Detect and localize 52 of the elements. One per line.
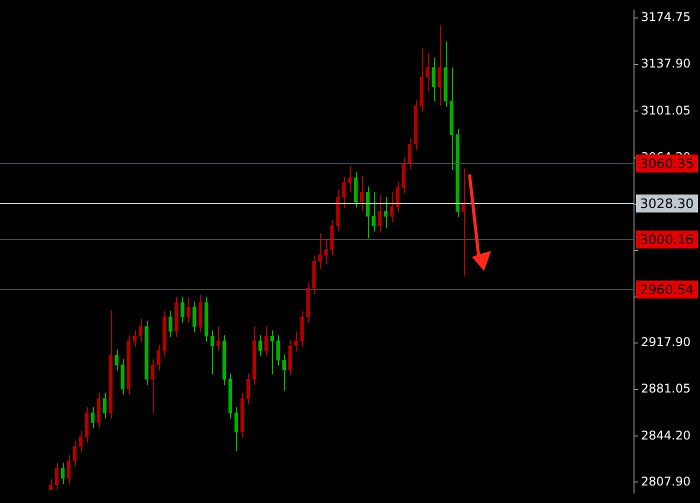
candlestick: [426, 52, 430, 92]
candlestick: [78, 430, 83, 453]
candlestick: [342, 176, 346, 210]
candlestick: [186, 297, 190, 324]
candlestick: [210, 330, 214, 375]
y-tick-label: 3174.75: [641, 10, 691, 24]
candlestick: [264, 326, 268, 357]
ref-line-label: 3028.30: [640, 196, 694, 212]
candlestick: [54, 462, 59, 490]
candlestick: [258, 334, 262, 357]
candlestick: [276, 334, 280, 366]
candlestick: [432, 57, 436, 102]
candlestick: [324, 240, 328, 265]
y-tick-label: 2881.05: [641, 382, 691, 396]
candlestick: [150, 358, 154, 414]
y-tick-label: 2917.90: [641, 335, 691, 350]
candlestick: [348, 166, 352, 193]
ref-line-label: 2960.54: [640, 282, 694, 298]
ref-line-label: 3000.16: [640, 232, 694, 248]
candlestick: [408, 138, 412, 170]
candlestick: [114, 349, 118, 372]
candlestick: [246, 373, 250, 405]
candlestick: [90, 406, 95, 429]
candlestick: [378, 194, 382, 234]
y-tick-label: 3101.05: [641, 103, 691, 118]
candlestick: [360, 175, 364, 212]
candlestick: [72, 440, 77, 468]
candlestick: [384, 196, 388, 228]
candlestick: [294, 330, 298, 352]
candlestick: [396, 181, 400, 213]
candlestick: [180, 296, 184, 324]
candlestick: [438, 24, 442, 106]
candlestick: [138, 318, 142, 342]
candlestick: [66, 454, 71, 484]
y-tick-label: 3137.90: [641, 56, 691, 71]
y-tick-label: 2807.90: [641, 474, 691, 488]
candlestick: [282, 354, 286, 392]
candlestick: [132, 330, 136, 348]
candlestick: [234, 406, 238, 452]
candlestick: [49, 478, 53, 490]
candlestick: [390, 192, 394, 222]
candlestick: [102, 392, 106, 420]
candlestick: [192, 301, 196, 333]
candlestick: [318, 232, 322, 270]
candlestick: [156, 344, 160, 372]
y-tick-label: 2844.20: [641, 428, 691, 442]
candlestick: [60, 462, 65, 484]
candlestick: [168, 310, 172, 338]
candlestick: [462, 168, 466, 276]
ref-line-label: 3060.35: [640, 156, 694, 172]
candlestick: [372, 192, 376, 232]
candlestick: [216, 326, 220, 352]
